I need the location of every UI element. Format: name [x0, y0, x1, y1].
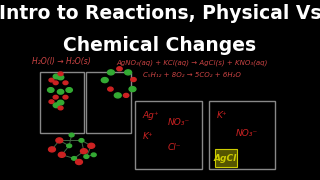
Text: AgNO₃(aq) + KCl(aq) → AgCl(s) + KNO₃(aq): AgNO₃(aq) + KCl(aq) → AgCl(s) + KNO₃(aq) — [116, 59, 268, 66]
Text: K⁺: K⁺ — [143, 132, 154, 141]
Circle shape — [72, 157, 76, 160]
Circle shape — [57, 89, 64, 94]
Circle shape — [108, 70, 114, 75]
Circle shape — [56, 138, 63, 143]
Circle shape — [91, 153, 96, 157]
Circle shape — [63, 81, 68, 85]
Circle shape — [79, 139, 84, 142]
Circle shape — [69, 133, 74, 137]
Circle shape — [66, 88, 72, 92]
Circle shape — [57, 75, 64, 80]
Circle shape — [49, 147, 55, 152]
Text: AgCl: AgCl — [214, 154, 237, 163]
Circle shape — [80, 149, 87, 154]
Circle shape — [49, 100, 54, 103]
Circle shape — [124, 93, 129, 97]
Circle shape — [117, 67, 122, 71]
Circle shape — [129, 87, 136, 92]
FancyBboxPatch shape — [214, 149, 236, 167]
Circle shape — [48, 88, 54, 92]
Circle shape — [76, 159, 83, 165]
Circle shape — [67, 144, 72, 148]
Circle shape — [57, 100, 64, 105]
Circle shape — [63, 95, 68, 99]
Circle shape — [101, 78, 108, 83]
Text: NO₃⁻: NO₃⁻ — [167, 118, 190, 127]
Text: Cl⁻: Cl⁻ — [167, 143, 181, 152]
Text: H₂O(l) → H₂O(s): H₂O(l) → H₂O(s) — [32, 57, 91, 66]
Circle shape — [58, 106, 63, 110]
FancyBboxPatch shape — [135, 101, 202, 169]
Text: K⁺: K⁺ — [216, 111, 227, 120]
FancyBboxPatch shape — [40, 72, 84, 133]
Circle shape — [125, 70, 132, 75]
Circle shape — [53, 95, 58, 99]
Circle shape — [114, 93, 121, 98]
Circle shape — [88, 143, 95, 148]
Circle shape — [58, 152, 65, 157]
Circle shape — [53, 81, 58, 85]
Circle shape — [53, 74, 60, 79]
Circle shape — [131, 78, 136, 82]
Text: C₅H₁₂ + 8O₂ → 5CO₂ + 6H₂O: C₅H₁₂ + 8O₂ → 5CO₂ + 6H₂O — [143, 72, 241, 78]
Text: NO₃⁻: NO₃⁻ — [236, 129, 258, 138]
Text: Intro to Reactions, Physical Vs: Intro to Reactions, Physical Vs — [0, 4, 320, 23]
Text: Chemical Changes: Chemical Changes — [63, 36, 257, 55]
Circle shape — [108, 87, 113, 91]
FancyBboxPatch shape — [209, 101, 276, 169]
FancyBboxPatch shape — [86, 72, 131, 133]
Circle shape — [58, 72, 63, 76]
Circle shape — [49, 78, 54, 82]
Circle shape — [53, 103, 60, 108]
Circle shape — [84, 155, 89, 158]
Text: Ag⁺: Ag⁺ — [143, 111, 159, 120]
